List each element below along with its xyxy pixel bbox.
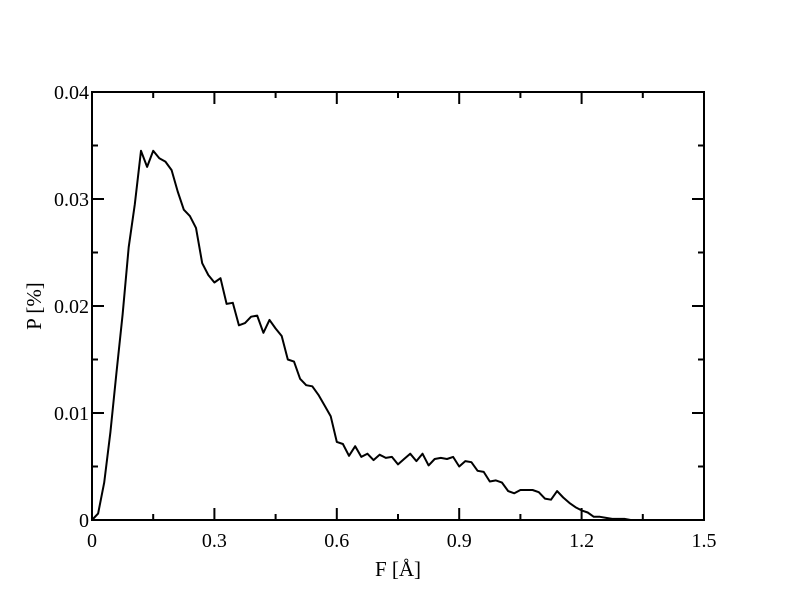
axis-tick-labels: 0 0.3 0.6 0.9 1.2 1.5 0 0.01 0.02 0.03 0.04 <box>54 82 717 552</box>
x-tick-label: 1.5 <box>692 530 717 552</box>
y-tick-label: 0.04 <box>54 82 89 104</box>
y-tick-label: 0.03 <box>54 189 89 211</box>
x-axis-title: F [Å] <box>375 557 421 581</box>
axis-ticks <box>91 91 705 521</box>
series-line <box>91 149 643 521</box>
y-axis-title: P [%] <box>22 282 46 330</box>
y-tick-label: 0 <box>79 510 89 532</box>
y-tick-label: 0.02 <box>54 296 89 318</box>
x-tick-label: 1.2 <box>569 530 594 552</box>
x-tick-label: 0.6 <box>324 530 349 552</box>
x-tick-label: 0.3 <box>202 530 227 552</box>
x-tick-label: 0 <box>87 530 97 552</box>
x-tick-label: 0.9 <box>447 530 472 552</box>
y-tick-label: 0.01 <box>54 403 89 425</box>
plot-area-frame <box>91 91 705 521</box>
